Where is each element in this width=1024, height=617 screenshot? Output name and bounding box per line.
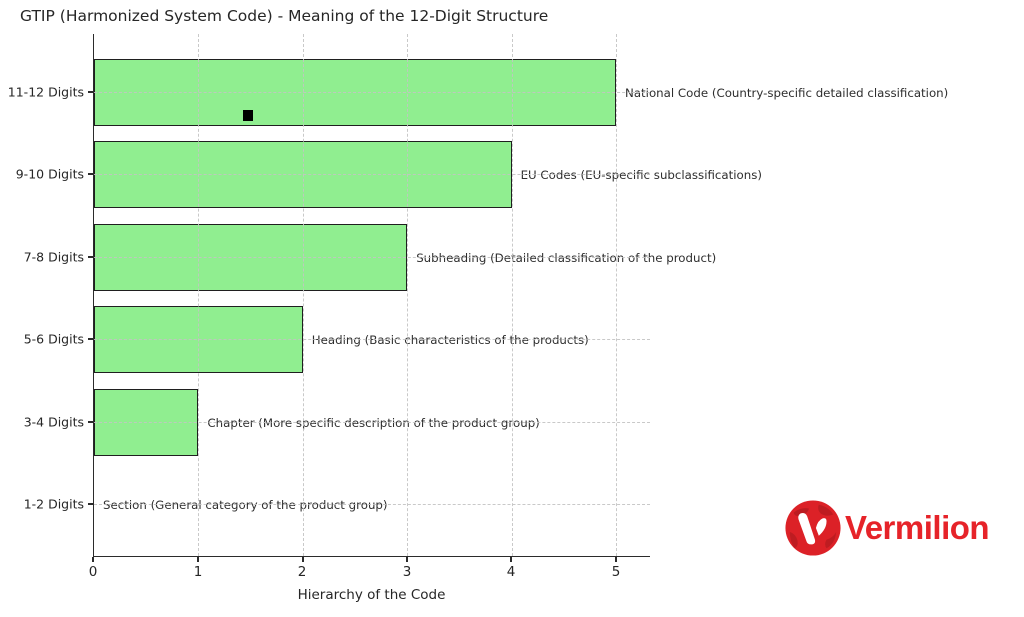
y-tick-mark [88, 421, 93, 423]
gridline-horizontal [94, 92, 650, 93]
gridline-horizontal [94, 339, 650, 340]
x-tick-mark [302, 557, 304, 562]
vermilion-wordmark: Vermilion [845, 509, 990, 546]
x-tick-label: 3 [402, 564, 412, 580]
y-tick-label: 1-2 Digits [23, 496, 84, 512]
plot-area: National Code (Country-specific detailed… [93, 34, 948, 557]
gridline-horizontal [94, 504, 650, 505]
y-tick-label: 5-6 Digits [23, 331, 84, 347]
x-tick-mark [615, 557, 617, 562]
x-tick-label: 4 [506, 564, 516, 580]
x-tick-mark [406, 557, 408, 562]
y-tick-label: 7-8 Digits [23, 249, 84, 265]
gridline-horizontal [94, 174, 650, 175]
bar-annotation: National Code (Country-specific detailed… [625, 85, 949, 100]
globe-v-icon [785, 500, 841, 556]
x-tick-label: 5 [611, 564, 621, 580]
cursor-square-icon [243, 110, 253, 121]
vermilion-logo: Vermilion [784, 499, 990, 557]
gridline-vertical [512, 34, 513, 556]
x-tick-mark [197, 557, 199, 562]
y-tick-mark [88, 256, 93, 258]
chart-title: GTIP (Harmonized System Code) - Meaning … [20, 7, 549, 25]
y-tick-mark [88, 338, 93, 340]
x-tick-label: 1 [193, 564, 203, 580]
gridline-vertical [616, 34, 617, 556]
x-tick-label: 0 [88, 564, 98, 580]
y-tick-label: 9-10 Digits [15, 166, 84, 182]
y-tick-label: 3-4 Digits [23, 414, 84, 430]
x-tick-label: 2 [297, 564, 307, 580]
x-tick-mark [92, 557, 94, 562]
gridline-vertical [407, 34, 408, 556]
y-tick-mark [88, 91, 93, 93]
y-tick-mark [88, 503, 93, 505]
y-tick-mark [88, 173, 93, 175]
gridline-horizontal [94, 422, 650, 423]
gridline-vertical [303, 34, 304, 556]
x-tick-mark [510, 557, 512, 562]
x-axis-label: Hierarchy of the Code [297, 587, 446, 603]
y-tick-label: 11-12 Digits [7, 84, 84, 100]
gridline-horizontal [94, 257, 650, 258]
gridline-vertical [198, 34, 199, 556]
